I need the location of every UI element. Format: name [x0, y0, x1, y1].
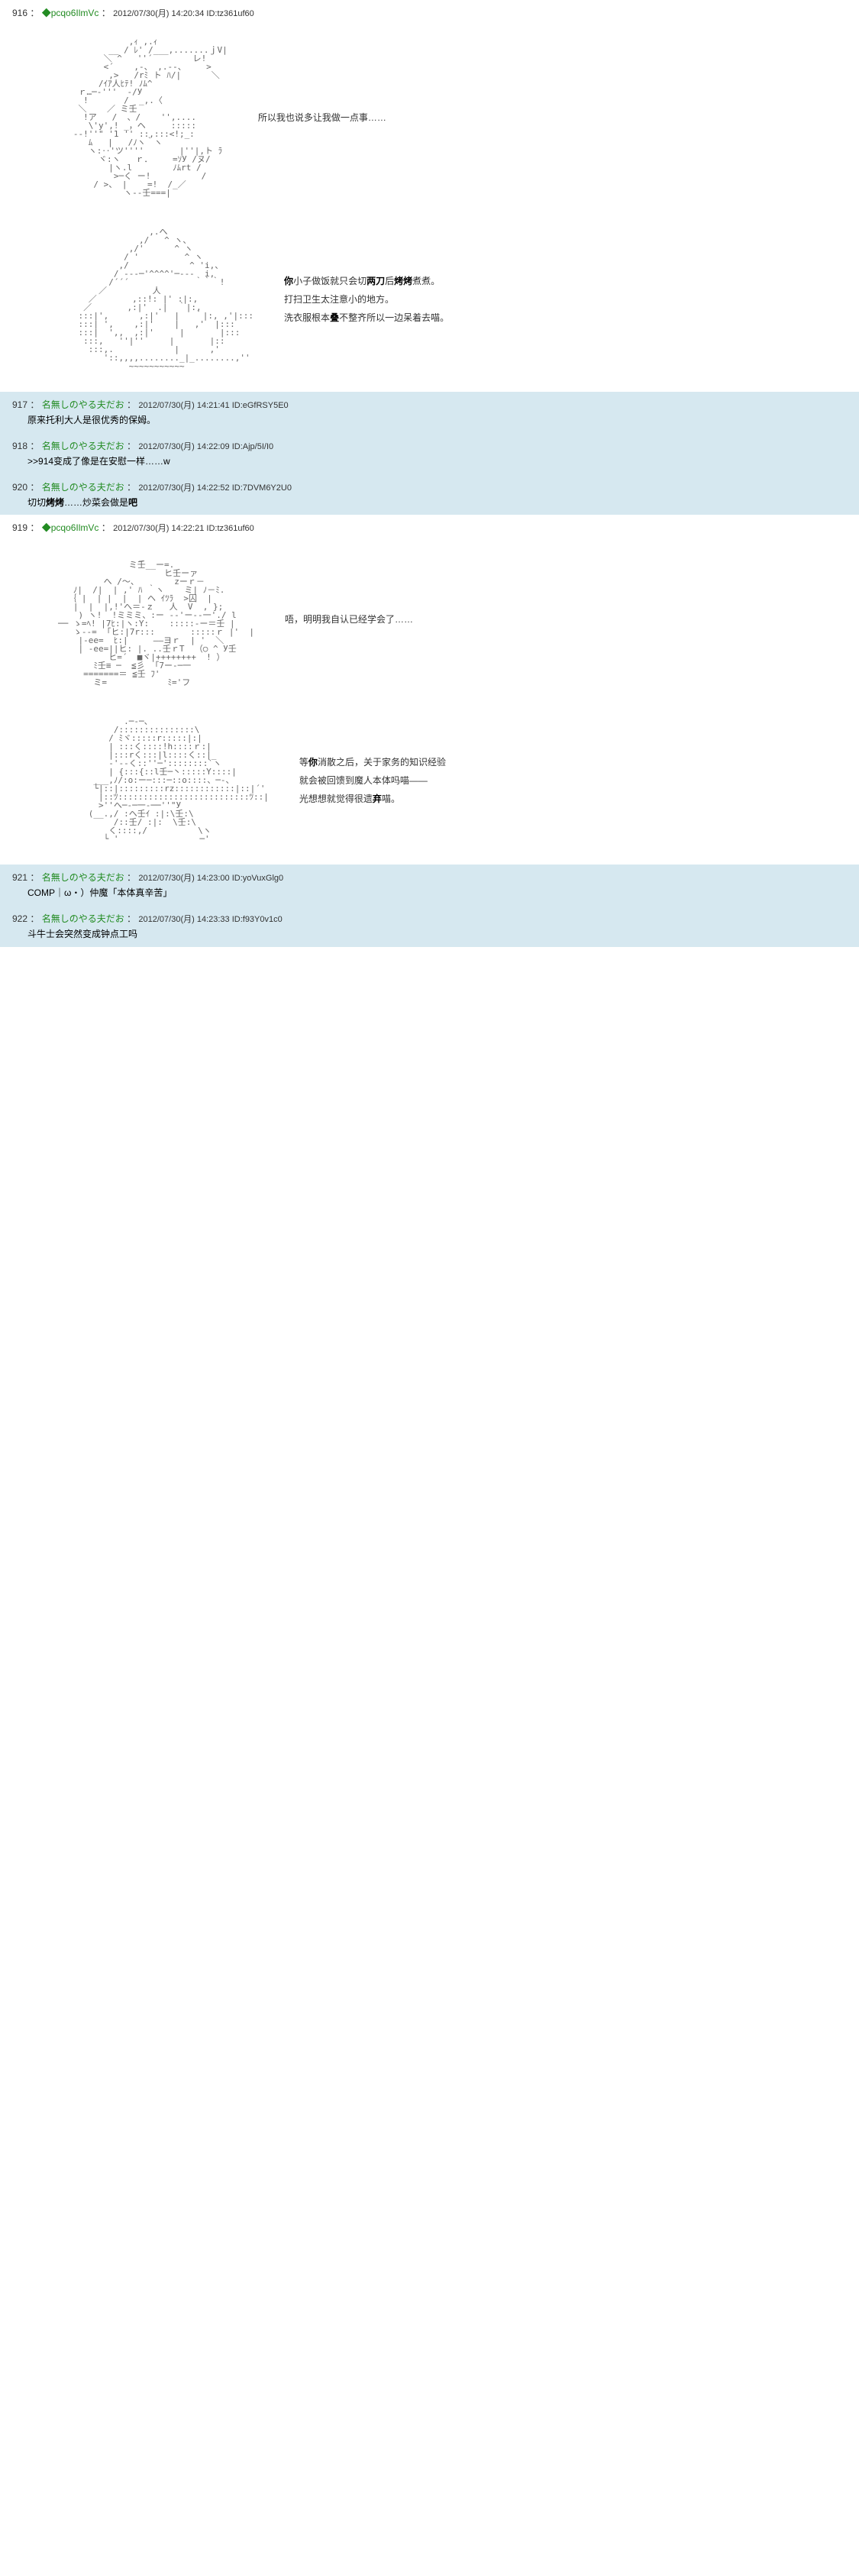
post-header: 917 ： 名無しのやる夫だお ： 2012/07/30(月) 14:21:41…	[12, 398, 847, 411]
post-916: 916 ： ◆pcqo6IlmVc ： 2012/07/30(月) 14:20:…	[0, 0, 859, 392]
post-number[interactable]: 916	[12, 8, 27, 18]
post-921: 921 ： 名無しのやる夫だお ： 2012/07/30(月) 14:23:00…	[0, 865, 859, 906]
post-content: >>914变成了像是在安慰一样……w	[12, 455, 847, 468]
post-917: 917 ： 名無しのやる夫だお ： 2012/07/30(月) 14:21:41…	[0, 392, 859, 433]
post-number[interactable]: 922	[12, 913, 27, 924]
post-date: 2012/07/30(月) 14:23:00 ID:yoVuxGlg0	[138, 874, 283, 883]
post-content: 切切烤烤……炒菜会做是吧	[12, 496, 847, 509]
post-header: 922 ： 名無しのやる夫だお ： 2012/07/30(月) 14:23:33…	[12, 912, 847, 925]
post-name: ◆pcqo6IlmVc	[42, 522, 99, 533]
post-number[interactable]: 919	[12, 522, 27, 533]
post-date: 2012/07/30(月) 14:22:21 ID:tz361uf60	[113, 524, 254, 533]
dialogue-text: 你小子做饭就只会切两刀后烤烤煮煮。打扫卫生太注意小的地方。洗衣服根本叠不整齐所以…	[284, 272, 449, 327]
post-918: 918 ： 名無しのやる夫だお ： 2012/07/30(月) 14:22:09…	[0, 433, 859, 474]
dialogue-text: 等你消散之后，关于家务的知识经验就会被回馈到魔人本体吗喵——光想想就觉得很遗弃喵…	[299, 753, 446, 808]
post-content: 原来托利大人是很优秀的保姆。	[12, 414, 847, 427]
ascii-art-block: _ ミ壬__ー=. ヒ壬ーァ へ /～、 zーｒ－ ﾉ| /| | ,' ﾊ ｀…	[12, 537, 847, 702]
post-date: 2012/07/30(月) 14:22:09 ID:Ajp/5I/I0	[138, 442, 273, 451]
post-920: 920 ： 名無しのやる夫だお ： 2012/07/30(月) 14:22:52…	[0, 474, 859, 516]
post-header: 916 ： ◆pcqo6IlmVc ： 2012/07/30(月) 14:20:…	[12, 6, 847, 19]
ascii-art: ,ｨ ,.ｨ __ / ﾚ' /___,.......ｊV| ＼ ^ ''´ レ…	[58, 37, 228, 197]
ascii-art-block: ,.へ ,/ ^ ヽ、 ,/' ^ ヽ / ' ^ ヽ ,/ ^ 'i,、 / …	[12, 212, 847, 386]
ascii-art: ,.へ ,/ ^ ヽ、 ,/' ^ ヽ / ' ^ ヽ ,/ ^ 'i,、 / …	[58, 228, 254, 370]
ascii-art-block: ,ｨ ,.ｨ __ / ﾚ' /___,.......ｊV| ＼ ^ ''´ レ…	[12, 22, 847, 212]
post-name: 名無しのやる夫だお	[42, 441, 124, 451]
post-header: 918 ： 名無しのやる夫だお ： 2012/07/30(月) 14:22:09…	[12, 439, 847, 452]
dialogue-text: 所以我也说多让我做一点事……	[258, 108, 386, 127]
post-name: 名無しのやる夫だお	[42, 482, 124, 493]
post-919: 919 ： ◆pcqo6IlmVc ： 2012/07/30(月) 14:22:…	[0, 515, 859, 865]
ascii-art-block: .─‐─、 /:::::::::::::::\ / ﾐヾ:::::r:::::|…	[12, 702, 847, 858]
post-number[interactable]: 917	[12, 399, 27, 410]
post-922: 922 ： 名無しのやる夫だお ： 2012/07/30(月) 14:23:33…	[0, 906, 859, 947]
post-date: 2012/07/30(月) 14:21:41 ID:eGfRSY5E0	[138, 401, 288, 410]
post-number[interactable]: 918	[12, 441, 27, 451]
post-name: 名無しのやる夫だお	[42, 872, 124, 883]
post-date: 2012/07/30(月) 14:22:52 ID:7DVM6Y2U0	[138, 483, 292, 493]
post-date: 2012/07/30(月) 14:23:33 ID:f93Y0v1c0	[138, 915, 282, 924]
dialogue-text: 唔，明明我自认已经学会了……	[285, 610, 413, 629]
post-name: ◆pcqo6IlmVc	[42, 8, 99, 18]
post-number[interactable]: 920	[12, 482, 27, 493]
post-date: 2012/07/30(月) 14:20:34 ID:tz361uf60	[113, 9, 254, 18]
post-name: 名無しのやる夫だお	[42, 399, 124, 410]
post-header: 921 ： 名無しのやる夫だお ： 2012/07/30(月) 14:23:00…	[12, 871, 847, 884]
post-name: 名無しのやる夫だお	[42, 913, 124, 924]
ascii-art: .─‐─、 /:::::::::::::::\ / ﾐヾ:::::r:::::|…	[58, 717, 269, 843]
ascii-art: _ ミ壬__ー=. ヒ壬ーァ へ /～、 zーｒ－ ﾉ| /| | ,' ﾊ ｀…	[58, 552, 254, 687]
post-header: 919 ： ◆pcqo6IlmVc ： 2012/07/30(月) 14:22:…	[12, 521, 847, 534]
post-content: 斗牛士会突然变成钟点工吗	[12, 928, 847, 941]
post-header: 920 ： 名無しのやる夫だお ： 2012/07/30(月) 14:22:52…	[12, 480, 847, 493]
post-content: COMP｜ω・）仲魔「本体真辛苦」	[12, 887, 847, 900]
post-number[interactable]: 921	[12, 872, 27, 883]
